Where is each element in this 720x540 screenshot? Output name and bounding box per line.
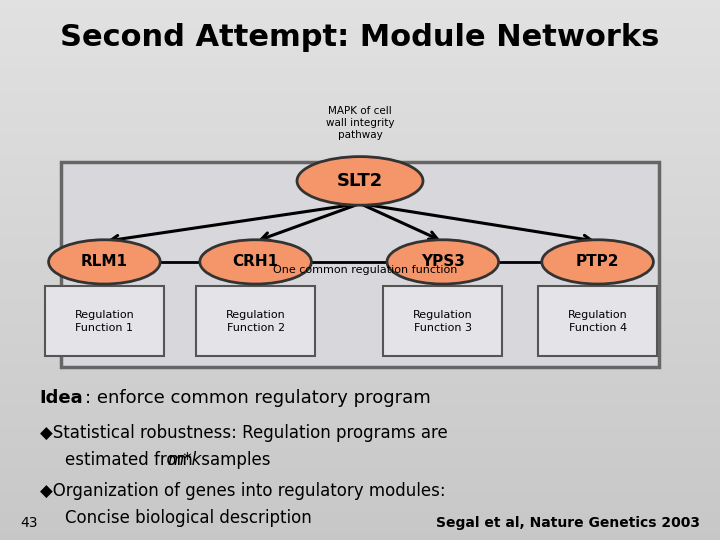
Text: Regulation
Function 3: Regulation Function 3 xyxy=(413,310,472,333)
Text: Idea: Idea xyxy=(40,389,84,407)
Text: CRH1: CRH1 xyxy=(233,254,279,269)
Ellipse shape xyxy=(48,240,160,284)
Text: Second Attempt: Module Networks: Second Attempt: Module Networks xyxy=(60,23,660,52)
Text: YPS3: YPS3 xyxy=(421,254,464,269)
Text: MAPK of cell
wall integrity
pathway: MAPK of cell wall integrity pathway xyxy=(325,106,395,140)
Ellipse shape xyxy=(199,240,311,284)
Text: : enforce common regulatory program: : enforce common regulatory program xyxy=(85,389,431,407)
Text: Regulation
Function 4: Regulation Function 4 xyxy=(568,310,627,333)
Text: Concise biological description: Concise biological description xyxy=(65,509,312,526)
FancyBboxPatch shape xyxy=(45,286,163,356)
Text: ◆Organization of genes into regulatory modules:: ◆Organization of genes into regulatory m… xyxy=(40,482,445,500)
Text: One common regulation function: One common regulation function xyxy=(273,265,458,275)
Ellipse shape xyxy=(387,240,498,284)
Text: samples: samples xyxy=(196,451,270,469)
Text: SLT2: SLT2 xyxy=(337,172,383,190)
FancyBboxPatch shape xyxy=(196,286,315,356)
Text: RLM1: RLM1 xyxy=(81,254,128,269)
Text: Regulation
Function 1: Regulation Function 1 xyxy=(75,310,134,333)
Text: Regulation
Function 2: Regulation Function 2 xyxy=(226,310,285,333)
Text: 43: 43 xyxy=(20,516,37,530)
Text: ◆Statistical robustness: Regulation programs are: ◆Statistical robustness: Regulation prog… xyxy=(40,424,447,442)
Text: estimated from: estimated from xyxy=(65,451,198,469)
FancyBboxPatch shape xyxy=(383,286,503,356)
Text: Segal et al, Nature Genetics 2003: Segal et al, Nature Genetics 2003 xyxy=(436,516,700,530)
Text: PTP2: PTP2 xyxy=(576,254,619,269)
Text: m*k: m*k xyxy=(167,451,202,469)
FancyBboxPatch shape xyxy=(538,286,657,356)
FancyBboxPatch shape xyxy=(61,162,659,367)
Ellipse shape xyxy=(297,157,423,205)
Ellipse shape xyxy=(542,240,654,284)
